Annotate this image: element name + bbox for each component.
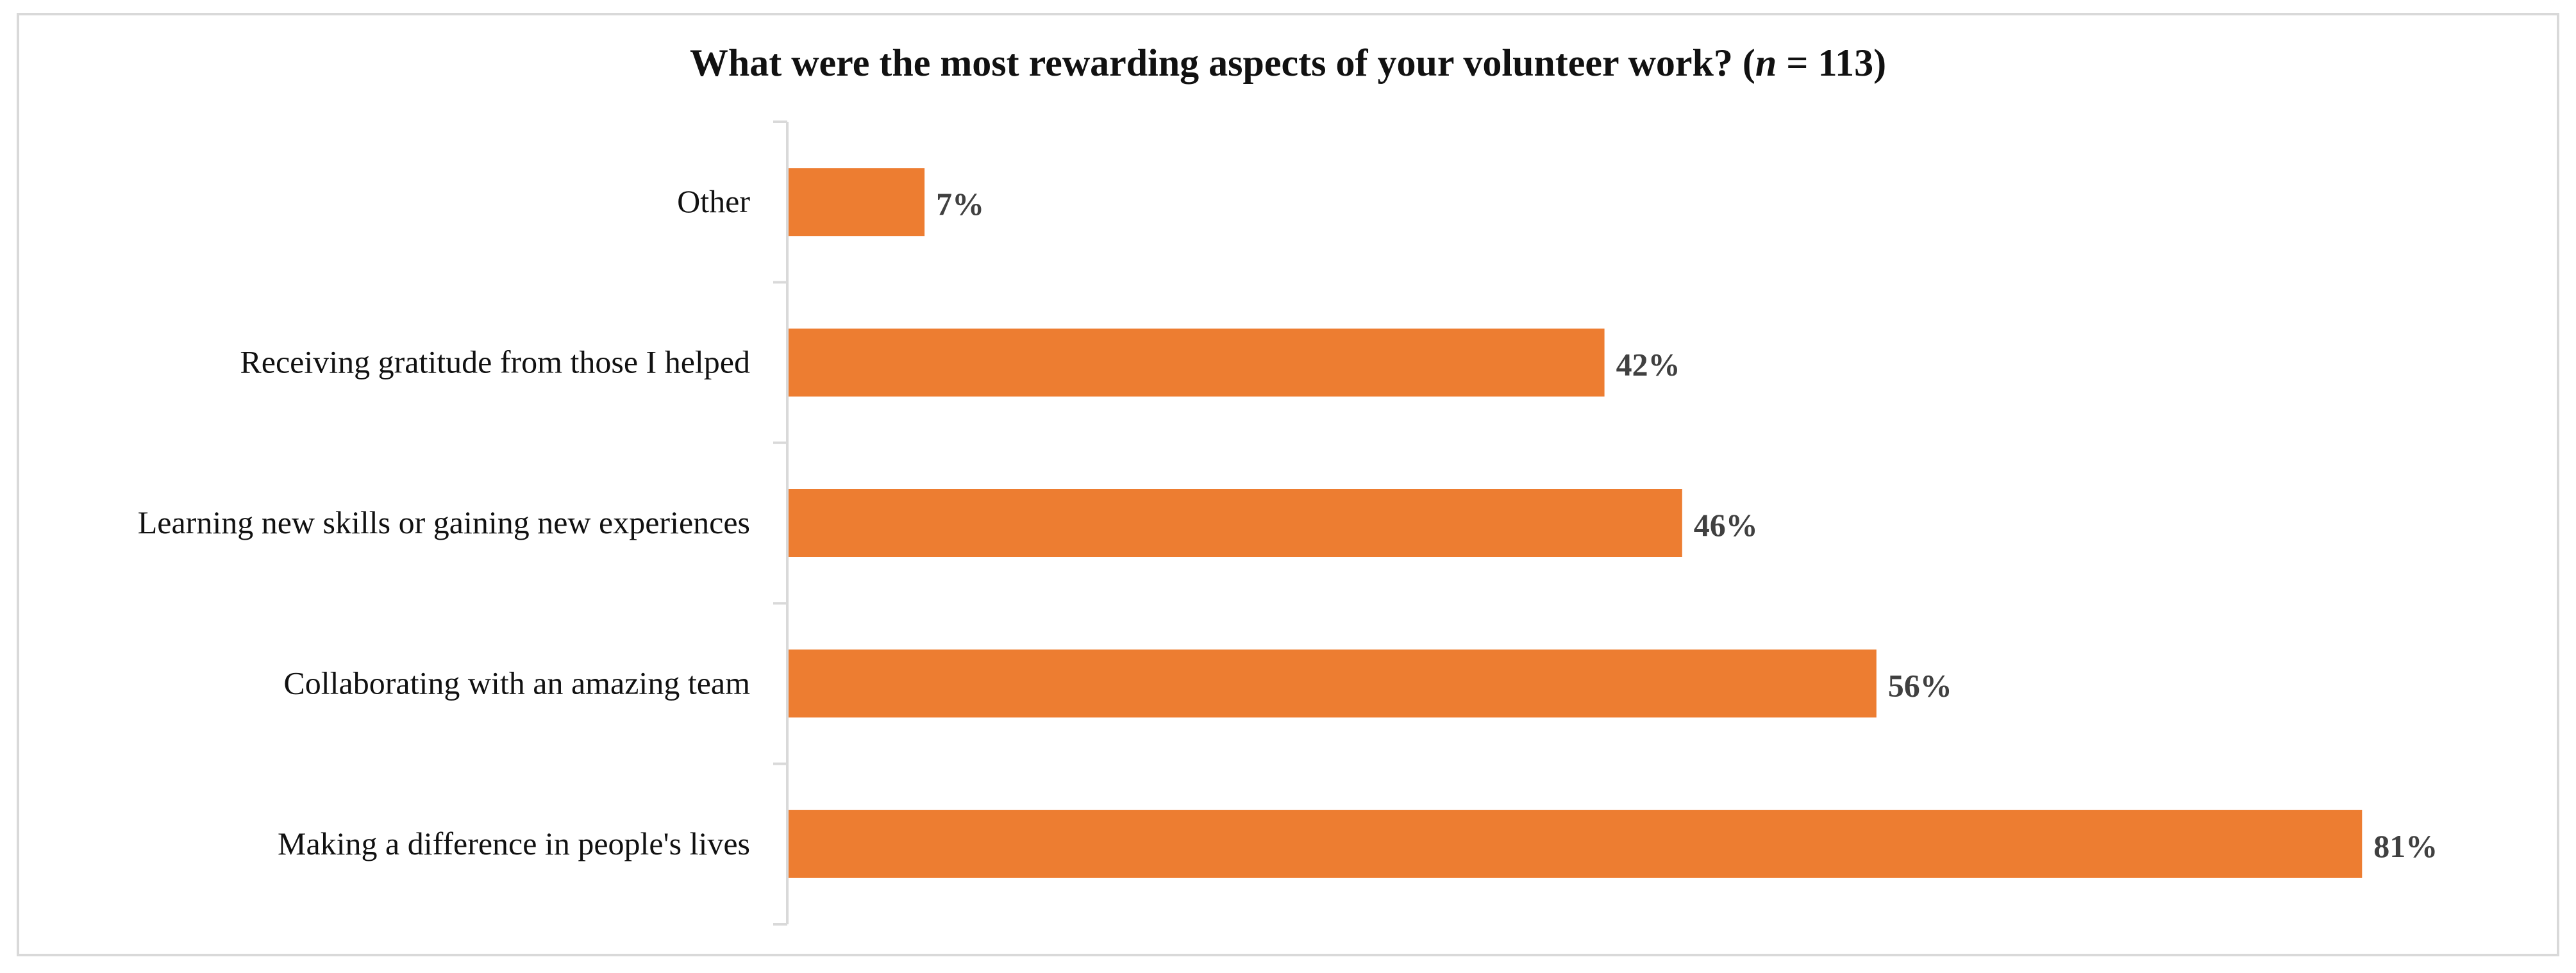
chart-title: What were the most rewarding aspects of … xyxy=(0,31,2576,95)
value-label: 46% xyxy=(1694,507,1758,543)
chart-title-n-value: = 113) xyxy=(1777,42,1887,84)
chart-title-main: What were the most rewarding aspects of … xyxy=(689,42,1755,84)
bars xyxy=(789,168,2363,878)
bar xyxy=(789,810,2363,878)
value-label: 81% xyxy=(2373,828,2438,864)
chart-title-n-symbol: n xyxy=(1755,42,1777,84)
value-label: 7% xyxy=(936,186,984,222)
value-label: 42% xyxy=(1616,347,1680,383)
bar xyxy=(789,168,925,237)
bar xyxy=(789,328,1605,397)
category-labels: Other Receiving gratitude from those I he… xyxy=(138,183,751,861)
category-label: Receiving gratitude from those I helped xyxy=(240,344,750,380)
chart-frame xyxy=(17,13,2559,956)
value-labels: 7% 42% 46% 56% 81% xyxy=(936,186,2438,864)
category-label: Learning new skills or gaining new exper… xyxy=(138,504,750,540)
y-axis xyxy=(773,121,789,926)
category-label: Making a difference in people's lives xyxy=(278,826,750,861)
bar xyxy=(789,489,1682,557)
bar xyxy=(789,649,1877,718)
category-label: Other xyxy=(677,183,750,219)
category-label: Collaborating with an amazing team xyxy=(283,665,750,701)
value-label: 56% xyxy=(1888,667,1952,703)
